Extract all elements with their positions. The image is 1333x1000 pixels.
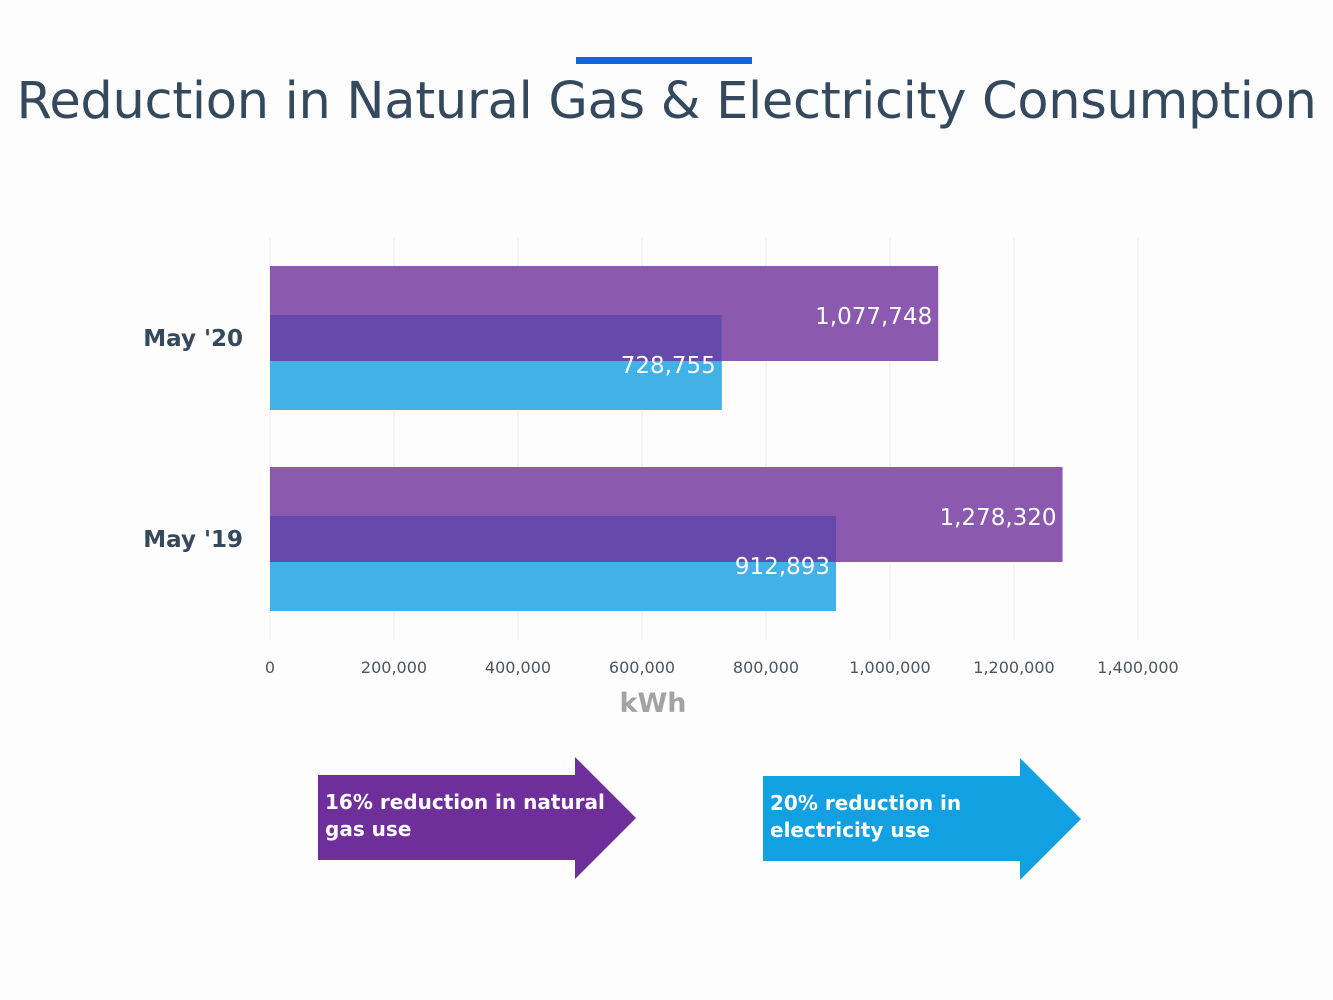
x-tick-label: 1,400,000	[1097, 658, 1178, 677]
electricity-arrow-shape	[763, 758, 1081, 880]
electricity-reduction-callout: 20% reduction in electricity use	[763, 758, 1081, 880]
category-label: May '19	[143, 527, 243, 553]
x-tick-label: 200,000	[361, 658, 427, 677]
x-tick-label: 1,200,000	[973, 658, 1054, 677]
electricity-value-label: 728,755	[621, 353, 716, 379]
x-tick-label: 0	[265, 658, 275, 677]
x-tick-label: 800,000	[733, 658, 799, 677]
gas-arrow-shape	[318, 757, 636, 879]
overlap-bar	[270, 516, 836, 562]
gas-value-label: 1,278,320	[939, 505, 1056, 531]
chart-title: Reduction in Natural Gas & Electricity C…	[16, 72, 1317, 131]
gas-reduction-text: 16% reduction in natural gas use	[325, 790, 605, 841]
electricity-reduction-text: 20% reduction in electricity use	[770, 791, 962, 842]
electricity-value-label: 912,893	[735, 554, 830, 580]
x-tick-label: 400,000	[485, 658, 551, 677]
category-label: May '20	[143, 326, 243, 352]
gas-reduction-callout: 16% reduction in natural gas use	[318, 757, 636, 879]
gas-value-label: 1,077,748	[815, 304, 932, 330]
x-axis-title: kWh	[620, 688, 687, 719]
title-accent-bar	[576, 57, 752, 64]
x-tick-label: 1,000,000	[849, 658, 930, 677]
overlap-bar	[270, 315, 722, 361]
x-tick-label: 600,000	[609, 658, 675, 677]
